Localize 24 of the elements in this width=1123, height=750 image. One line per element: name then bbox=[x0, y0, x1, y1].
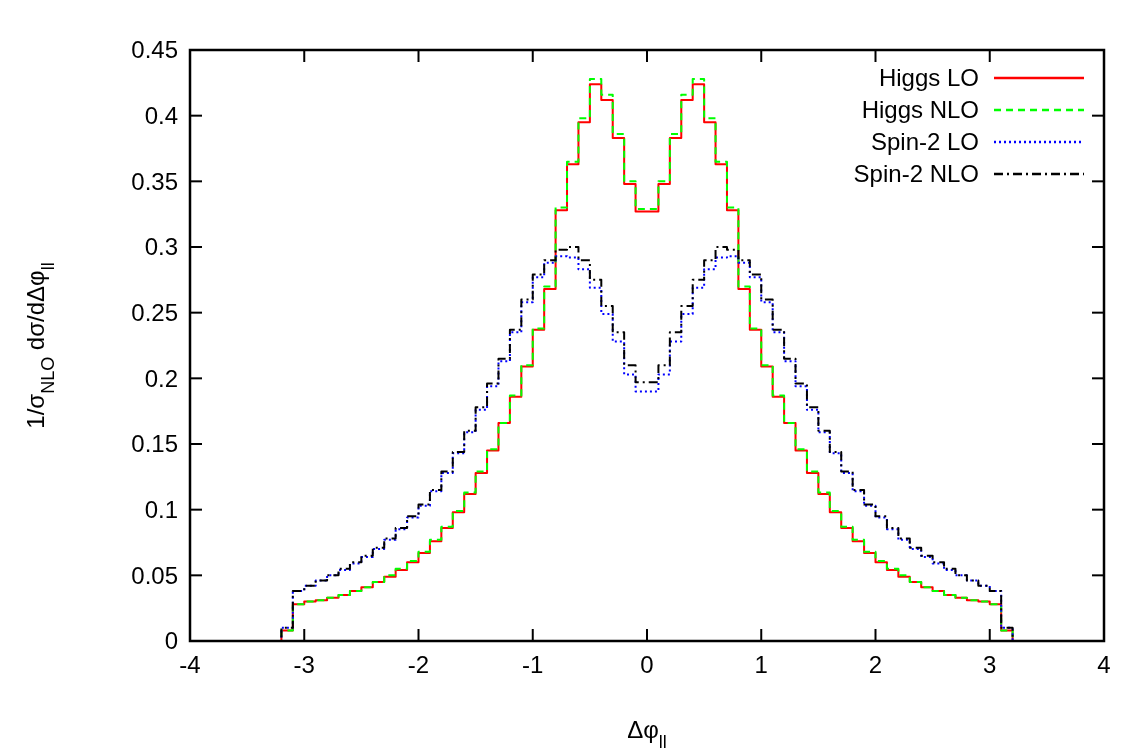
x-tick-label: 3 bbox=[983, 651, 997, 678]
legend-label: Higgs NLO bbox=[861, 96, 979, 124]
y-tick-label: 0.3 bbox=[144, 233, 178, 261]
legend-label: Spin-2 LO bbox=[870, 128, 979, 156]
y-tick-label: 0.25 bbox=[131, 299, 178, 327]
x-tick-label: 4 bbox=[1097, 651, 1111, 678]
x-axis-title: Δφ$_{ll}$ bbox=[627, 716, 667, 750]
legend-label: Spin-2 NLO bbox=[853, 160, 979, 188]
x-tick-label: 2 bbox=[868, 651, 883, 678]
y-tick-label: 0.45 bbox=[131, 36, 178, 64]
x-tick-label: 1 bbox=[754, 651, 768, 678]
x-tick-label: -1 bbox=[522, 651, 544, 678]
x-tick-label: -4 bbox=[179, 651, 201, 678]
y-tick-label: 0 bbox=[164, 627, 178, 655]
y-tick-label: 0.05 bbox=[131, 561, 178, 589]
y-tick-label: 0.4 bbox=[144, 102, 178, 130]
legend-label: Higgs LO bbox=[878, 64, 979, 92]
y-tick-label: 0.1 bbox=[144, 496, 178, 524]
y-tick-label: 0.2 bbox=[144, 364, 178, 392]
y-tick-label: 0.35 bbox=[131, 167, 178, 195]
y-tick-label: 0.15 bbox=[131, 430, 178, 458]
x-tick-label: -2 bbox=[407, 651, 430, 678]
x-tick-label: 0 bbox=[640, 651, 654, 678]
x-tick-label: -3 bbox=[293, 651, 315, 678]
